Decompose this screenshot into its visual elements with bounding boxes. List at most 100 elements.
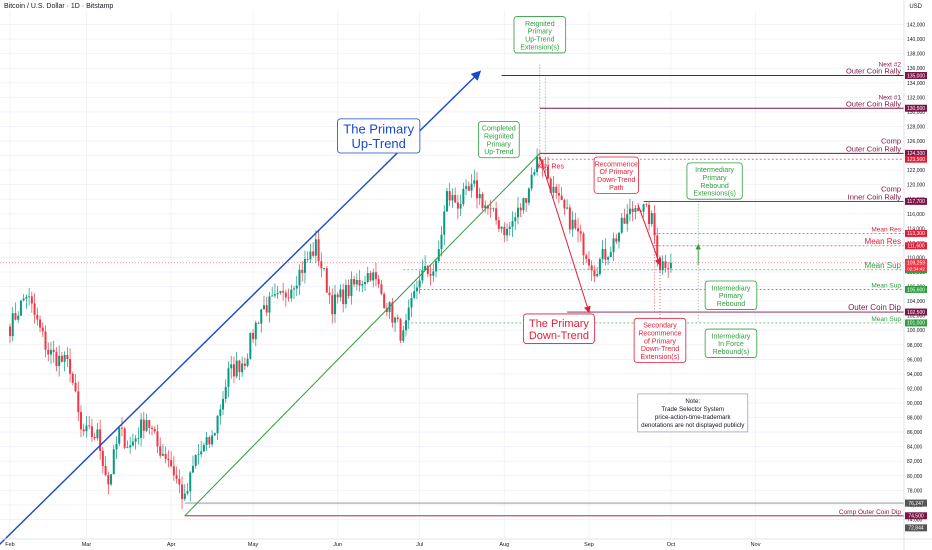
completed-reignited-label-line: Up-Trend xyxy=(484,149,513,156)
candle-body xyxy=(380,284,383,294)
price-axis[interactable]: 74,00076,00078,00080,00082,00084,00086,0… xyxy=(903,0,927,550)
candle-body xyxy=(333,294,336,315)
y-tick-label: 98,000 xyxy=(907,343,923,349)
price-tag: 124,300 xyxy=(907,151,925,157)
candle-body xyxy=(467,186,470,191)
price-tag-bg xyxy=(905,197,927,205)
y-tick-label: 138,000 xyxy=(907,52,925,58)
candle-body xyxy=(402,330,405,341)
completed-reignited-label-line: Reignited xyxy=(484,133,514,140)
level-label-top: Comp xyxy=(881,136,901,145)
candle-body xyxy=(440,234,443,250)
candle-body xyxy=(246,358,249,366)
candle-body xyxy=(28,296,31,298)
x-tick-label: Nov xyxy=(751,542,761,548)
candle-body xyxy=(623,217,626,224)
level-label: Outer Coin Rally xyxy=(846,99,901,108)
candle-body xyxy=(161,453,164,456)
intermediary-rebound-ext-label-line: Intermediary xyxy=(695,167,734,174)
candle-body xyxy=(331,295,334,315)
candle-body xyxy=(273,294,276,296)
candle-body xyxy=(279,291,282,293)
candle-body xyxy=(14,313,17,320)
candle-body xyxy=(530,174,533,189)
candle-body xyxy=(437,249,440,262)
intermediary-rebound-ext-label-line: Extensions(s) xyxy=(693,191,735,198)
candle-body xyxy=(213,433,216,436)
candle-body xyxy=(211,435,214,445)
candle-body xyxy=(137,437,140,439)
candle-body xyxy=(364,282,367,285)
candle-body xyxy=(372,272,375,281)
candle-body xyxy=(314,239,317,256)
candle-body xyxy=(579,231,582,234)
candle-body xyxy=(347,285,350,297)
candle-body xyxy=(391,302,394,323)
candle-body xyxy=(323,268,326,269)
candle-body xyxy=(129,445,132,448)
candle-body xyxy=(645,204,648,206)
candle-body xyxy=(415,287,418,292)
candle-body xyxy=(156,431,159,447)
candle-body xyxy=(200,451,203,455)
candle-body xyxy=(344,285,347,305)
candle-body xyxy=(9,326,11,337)
candle-body xyxy=(232,364,235,377)
candle-body xyxy=(563,199,566,209)
candle-body xyxy=(601,249,604,260)
candle-body xyxy=(541,159,544,168)
primary-uptrend-label-line: Up-Trend xyxy=(351,136,405,151)
note-line: denotations are not displayed publicly xyxy=(641,422,745,429)
candle-body xyxy=(435,261,438,272)
candle-body xyxy=(511,221,514,227)
price-tag: 101,000 xyxy=(907,321,925,327)
candle-body xyxy=(525,198,528,203)
candle-body xyxy=(489,208,492,210)
candle-body xyxy=(167,458,170,461)
intermediary-in-force-label-line: In Force xyxy=(718,341,744,348)
candle-body xyxy=(189,472,192,492)
price-tag-bg xyxy=(905,308,927,316)
candles xyxy=(9,148,672,509)
candle-body xyxy=(399,319,402,341)
secondary-recommence-label-line: of Primary xyxy=(644,338,676,345)
candle-body xyxy=(151,427,154,429)
price-tag-bg xyxy=(905,319,927,327)
reignited-extension-label-line: Primary xyxy=(528,29,553,36)
candle-body xyxy=(19,300,22,316)
candle-body xyxy=(262,305,265,310)
candle-body xyxy=(312,251,315,256)
candle-body xyxy=(60,355,63,362)
candle-body xyxy=(134,438,137,442)
candle-body xyxy=(112,449,115,475)
candle-body xyxy=(536,156,539,173)
annotations: The PrimaryUp-TrendReignitedPrimaryUp-Tr… xyxy=(337,16,758,433)
x-tick-label: Feb xyxy=(5,542,14,548)
recommence-downtrend-label-line: Down-Trend xyxy=(597,177,635,184)
candle-body xyxy=(74,382,77,392)
secondary-recommence-label-line: Extension(s) xyxy=(641,354,680,361)
candle-body xyxy=(445,191,448,212)
candle-body xyxy=(293,288,296,290)
candle-body xyxy=(568,207,571,230)
candle-body xyxy=(456,202,459,209)
x-tick-label: Jun xyxy=(333,542,342,548)
completed-reignited-label-box xyxy=(478,120,520,159)
candle-body xyxy=(514,217,517,222)
candle-body xyxy=(298,269,301,286)
candle-body xyxy=(609,252,612,258)
level-label: Inner Coin Rally xyxy=(848,192,902,201)
candle-body xyxy=(148,420,151,428)
candle-body xyxy=(44,331,47,350)
price-tag-bg xyxy=(905,285,927,293)
intermediary-in-force-label-line: Intermediary xyxy=(712,333,751,340)
time-axis[interactable]: Feb Mar Apr May Jun Jul Aug Sep Oct Nov xyxy=(0,538,932,548)
candle-body xyxy=(552,186,555,193)
y-tick-label: 102,000 xyxy=(907,314,925,320)
candle-body xyxy=(36,314,39,320)
candle-body xyxy=(71,373,74,383)
reignited-extension-label-line: Up-Trend xyxy=(525,37,554,44)
x-tick-label: Mar xyxy=(82,542,92,548)
